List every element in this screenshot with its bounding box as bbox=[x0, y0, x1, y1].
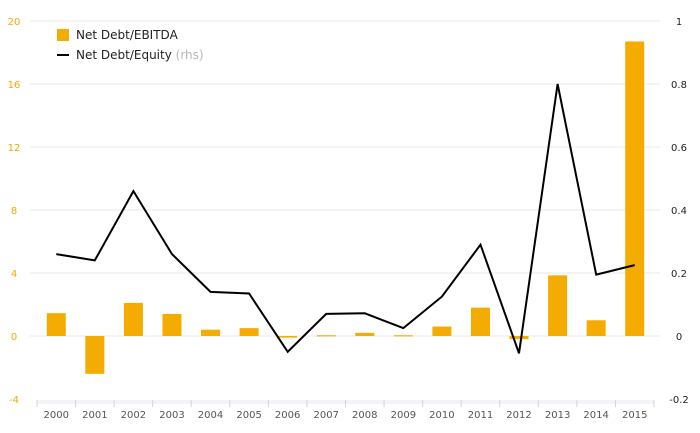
bar-2007 bbox=[316, 335, 336, 337]
legend-label-rhs-suffix: (rhs) bbox=[176, 48, 204, 62]
bar-2015 bbox=[625, 41, 645, 336]
x-tick-label: 2001 bbox=[82, 410, 107, 421]
y-axis-left-labels: -4 0 4 8 12 16 20 bbox=[8, 17, 21, 406]
y-left-tick-label: 20 bbox=[8, 17, 21, 28]
y-right-tick-label: 0.2 bbox=[671, 269, 687, 280]
x-tick-label: 2015 bbox=[622, 410, 647, 421]
bar-2014 bbox=[586, 320, 606, 336]
x-tick-label: 2008 bbox=[352, 410, 377, 421]
bar-2003 bbox=[162, 313, 182, 336]
x-tick-label: 2009 bbox=[391, 410, 416, 421]
y-left-tick-label: -4 bbox=[9, 395, 19, 406]
x-tick-label: 2013 bbox=[545, 410, 570, 421]
y-right-tick-label: 0 bbox=[676, 332, 682, 343]
bar-2005 bbox=[239, 328, 259, 336]
bar-2011 bbox=[470, 307, 490, 336]
legend-swatch-bar bbox=[57, 29, 69, 41]
bar-2012 bbox=[509, 336, 529, 340]
y-left-tick-label: 4 bbox=[11, 269, 17, 280]
x-tick-label: 2006 bbox=[275, 410, 300, 421]
y-left-tick-label: 0 bbox=[11, 332, 17, 343]
bar-2001 bbox=[85, 336, 105, 374]
y-left-tick-label: 8 bbox=[11, 206, 17, 217]
x-tick-label: 2014 bbox=[583, 410, 608, 421]
bar-2013 bbox=[548, 275, 568, 336]
y-left-tick-label: 16 bbox=[8, 80, 21, 91]
bar-2006 bbox=[278, 336, 298, 338]
bar-2000 bbox=[46, 313, 66, 336]
x-axis-labels: 2000 2001 2002 2003 2004 2005 2006 2007 2008 2009… bbox=[44, 410, 648, 421]
x-tick-label: 2007 bbox=[313, 410, 338, 421]
x-tick-label: 2003 bbox=[159, 410, 184, 421]
y-left-tick-label: 12 bbox=[8, 143, 21, 154]
y-right-tick-label: 0.6 bbox=[671, 143, 687, 154]
y-right-tick-label: 1 bbox=[676, 17, 682, 28]
legend-label-net-debt-ebitda: Net Debt/EBITDA bbox=[76, 28, 179, 42]
y-axis-right-labels: -0.2 0 0.2 0.4 0.6 0.8 1 bbox=[669, 17, 689, 406]
x-tick-label: 2010 bbox=[429, 410, 454, 421]
bar-2004 bbox=[201, 329, 221, 336]
y-right-tick-label: 0.4 bbox=[671, 206, 687, 217]
x-tick-label: 2012 bbox=[506, 410, 531, 421]
legend: Net Debt/EBITDA Net Debt/Equity (rhs) bbox=[57, 28, 204, 62]
bar-2009 bbox=[393, 335, 413, 337]
x-axis-band bbox=[36, 400, 655, 407]
bar-2008 bbox=[355, 332, 375, 336]
x-tick-label: 2002 bbox=[121, 410, 146, 421]
x-tick-label: 2011 bbox=[468, 410, 493, 421]
legend-label-net-debt-equity-text: Net Debt/Equity bbox=[76, 48, 172, 62]
x-tick-label: 2005 bbox=[236, 410, 261, 421]
y-right-tick-label: 0.8 bbox=[671, 80, 687, 91]
y-right-tick-label: -0.2 bbox=[669, 395, 689, 406]
legend-label-net-debt-equity: Net Debt/Equity (rhs) bbox=[76, 48, 204, 62]
x-tick-label: 2000 bbox=[44, 410, 69, 421]
line-series-net-debt-equity bbox=[56, 83, 635, 354]
line-path bbox=[56, 83, 635, 354]
bar-2010 bbox=[432, 326, 452, 336]
bar-series-net-debt-ebitda bbox=[46, 41, 645, 374]
x-tick-label: 2004 bbox=[198, 410, 223, 421]
bar-2002 bbox=[123, 302, 143, 336]
